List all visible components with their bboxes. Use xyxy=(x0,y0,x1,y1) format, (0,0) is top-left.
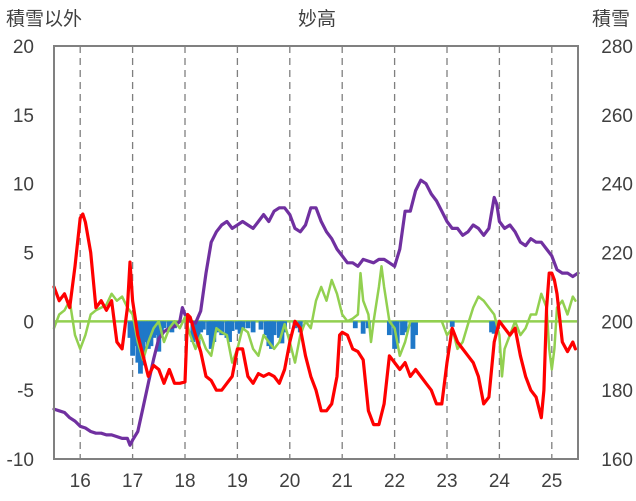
precip-bar-58 xyxy=(491,321,497,334)
precip-bar-13 xyxy=(161,321,167,329)
left-tick-label-5: 15 xyxy=(13,106,34,127)
right-tick-label-1: 180 xyxy=(601,381,633,402)
plot-frame xyxy=(53,45,579,460)
precip-bar-5 xyxy=(140,321,146,366)
precip-bar-38 xyxy=(266,321,272,347)
x-tick-label-6: 22 xyxy=(384,471,405,492)
right-tick-label-5: 260 xyxy=(601,106,633,127)
precip-bar-14 xyxy=(166,321,172,330)
x-axis-ticks: 16 17 18 19 20 21 22 23 24 25 xyxy=(70,471,563,492)
right-tick-label-6: 280 xyxy=(601,37,633,58)
precip-bar-0 xyxy=(127,321,133,338)
precip-bar-21 xyxy=(200,321,206,330)
x-tick-label-7: 23 xyxy=(436,471,457,492)
precip-bar-24 xyxy=(211,321,217,342)
right-tick-label-0: 160 xyxy=(601,450,633,471)
precip-bar-33 xyxy=(240,321,246,330)
precip-bar-56 xyxy=(449,321,455,327)
series-line-snow-depth xyxy=(52,178,580,447)
x-tick-label-3: 19 xyxy=(227,471,248,492)
x-tick-label-9: 25 xyxy=(541,471,562,492)
left-tick-label-6: 20 xyxy=(13,37,34,58)
precip-bar-7 xyxy=(145,321,151,349)
x-tick-label-1: 17 xyxy=(122,471,143,492)
precip-bar-25 xyxy=(214,321,219,333)
precip-bar-39 xyxy=(269,321,274,349)
left-tick-label-0: -10 xyxy=(7,450,34,471)
precip-bar-19 xyxy=(195,321,201,347)
precip-bar-22 xyxy=(206,321,211,336)
precip-bar-34 xyxy=(245,321,251,329)
precip-bar-54 xyxy=(410,321,416,349)
x-tick-label-8: 24 xyxy=(489,471,511,492)
right-tick-label-2: 200 xyxy=(601,312,633,333)
precip-bar-51 xyxy=(394,321,400,344)
series-lines xyxy=(52,178,580,447)
precip-bar-31 xyxy=(235,321,240,330)
precip-bar-35 xyxy=(250,321,256,333)
precip-bar-49 xyxy=(386,321,392,336)
precip-bar-30 xyxy=(229,321,235,331)
left-tick-label-1: -5 xyxy=(17,381,34,402)
right-tick-label-4: 240 xyxy=(601,175,633,196)
precip-bar-52 xyxy=(400,321,405,336)
precip-bar-28 xyxy=(224,321,230,338)
right-axis-label: 積雪 xyxy=(592,8,630,30)
right-tick-label-3: 220 xyxy=(601,244,633,265)
precip-bar-32 xyxy=(237,321,243,334)
left-tick-label-2: 0 xyxy=(23,312,34,333)
precip-bar-26 xyxy=(216,321,222,330)
left-tick-label-3: 5 xyxy=(23,244,34,265)
precip-bar-29 xyxy=(227,321,232,342)
x-tick-label-4: 20 xyxy=(279,471,300,492)
precip-bar-41 xyxy=(276,321,282,338)
precip-bar-50 xyxy=(392,321,397,349)
precip-bar-46 xyxy=(352,321,358,329)
precip-bar-36 xyxy=(258,321,264,330)
precip-bar-20 xyxy=(198,321,204,333)
precip-bar-23 xyxy=(208,321,214,349)
precip-bars xyxy=(127,321,497,374)
precip-bar-57 xyxy=(489,321,494,333)
precip-bar-55 xyxy=(413,321,418,336)
left-tick-label-4: 10 xyxy=(13,175,34,196)
precip-bar-47 xyxy=(360,321,366,334)
x-tick-label-5: 21 xyxy=(332,471,353,492)
x-tick-label-0: 16 xyxy=(70,471,91,492)
chart-title: 妙高 xyxy=(298,8,336,30)
precip-bar-18 xyxy=(193,321,198,336)
x-tick-label-2: 18 xyxy=(174,471,195,492)
precip-bar-37 xyxy=(263,321,269,336)
right-axis-ticks: 160 180 200 220 240 260 280 xyxy=(601,37,633,471)
left-axis-label: 積雪以外 xyxy=(6,8,82,30)
precip-bar-53 xyxy=(402,321,408,333)
series-line-other xyxy=(52,265,577,378)
precip-bar-1 xyxy=(130,321,135,356)
precip-bar-40 xyxy=(271,321,277,336)
precip-bar-27 xyxy=(219,321,225,336)
left-axis-ticks: -10 -5 0 5 10 15 20 xyxy=(7,37,34,471)
precip-bar-10 xyxy=(153,321,159,336)
precip-bar-6 xyxy=(143,321,149,342)
gridlines xyxy=(79,46,553,459)
series-line-temperature xyxy=(52,212,577,427)
